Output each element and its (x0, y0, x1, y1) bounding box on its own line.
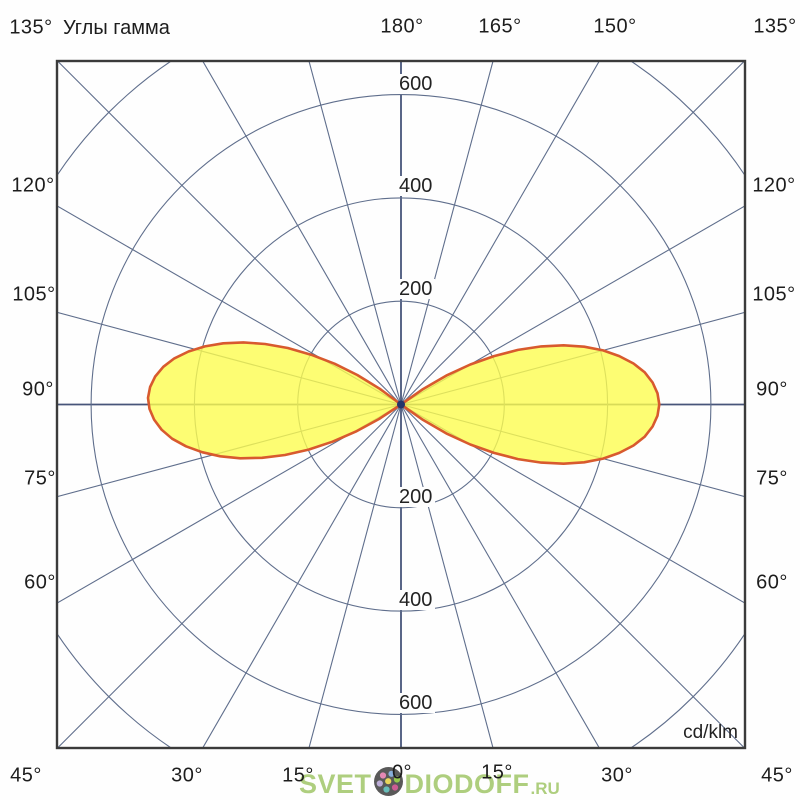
radial-tick-label: 600 (398, 74, 436, 94)
grid-spoke (57, 61, 402, 405)
gamma-angle-label-bottom: 30° (601, 764, 633, 787)
grid-spoke (400, 404, 745, 748)
intensity-lobe (399, 344, 661, 465)
units-label: cd/klm (683, 722, 738, 743)
gamma-angle-label-bottom: 15° (282, 764, 314, 787)
radial-tick-label: 600 (398, 693, 436, 713)
grid-spoke (202, 404, 402, 748)
grid-circle (90, 94, 712, 715)
gamma-angle-label-top: 165° (478, 15, 522, 38)
gamma-angle-label-left: 90° (22, 378, 54, 401)
watermark-logo-icon (373, 766, 404, 800)
watermark-tld: .RU (530, 779, 560, 798)
gamma-angle-label-top: 150° (593, 15, 637, 38)
radial-tick-label: 400 (398, 590, 436, 610)
gamma-angle-label-left: 60° (24, 571, 56, 594)
plot-border (55, 59, 747, 750)
gamma-angle-label-bottom: 0° (391, 761, 413, 784)
grid-spoke (202, 61, 402, 405)
grid-spoke (57, 404, 402, 604)
gamma-angle-label-right: 105° (752, 283, 796, 306)
gamma-angle-label-top: 135° (9, 16, 53, 39)
grid-spoke (400, 61, 745, 405)
gamma-angle-label-right: 60° (756, 571, 788, 594)
grid-spoke (57, 404, 402, 748)
gamma-angle-label-top: 180° (380, 15, 424, 38)
grid-spoke (400, 404, 600, 748)
gamma-angle-label-right: 120° (752, 174, 796, 197)
gamma-angle-label-right: 75° (756, 467, 788, 490)
center-dot (397, 400, 405, 409)
radial-tick-label: 200 (398, 279, 436, 299)
gamma-angle-label-bottom: 45° (10, 764, 42, 787)
grid-spoke (308, 61, 402, 405)
gamma-angle-label-left: 105° (12, 283, 56, 306)
gamma-angle-label-left: 120° (11, 174, 55, 197)
watermark-prefix: SVET (299, 769, 372, 799)
watermark: SVET DIODOFF .RU (299, 766, 560, 800)
grid-spoke (308, 404, 402, 748)
radial-tick-label: 200 (398, 487, 436, 507)
gamma-angle-label-right: 90° (756, 378, 788, 401)
gamma-angle-label-bottom: 45° (761, 764, 793, 787)
chart-title: Углы гамма (63, 17, 170, 39)
gamma-angle-label-left: 75° (24, 467, 56, 490)
intensity-lobe (146, 341, 403, 460)
gamma-angle-label-bottom: 30° (171, 764, 203, 787)
radial-tick-label: 400 (398, 176, 436, 196)
watermark-name: DIODOFF (404, 769, 530, 799)
gamma-angle-label-bottom: 15° (481, 761, 513, 784)
grid-spoke (400, 61, 494, 405)
grid-spoke (400, 61, 600, 405)
gamma-angle-label-top: 135° (753, 15, 797, 38)
